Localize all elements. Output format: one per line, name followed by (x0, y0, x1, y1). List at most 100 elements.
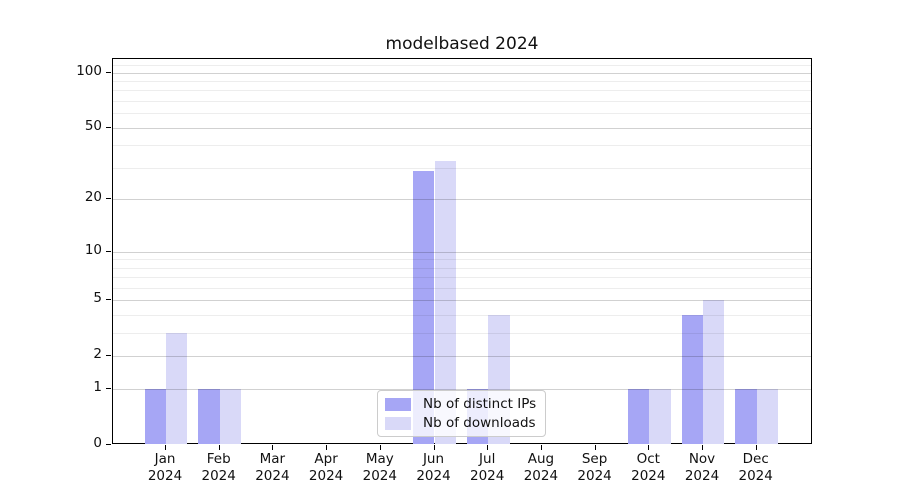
x-tick-month: Jun (422, 451, 445, 467)
minor-gridline (113, 259, 811, 261)
x-tick-year: 2024 (577, 468, 612, 484)
x-tick-label: Jan 2024 (133, 451, 197, 485)
y-tick-mark (106, 388, 111, 390)
x-tick-label: Dec 2024 (724, 451, 788, 485)
x-tick-label: Apr 2024 (294, 451, 358, 485)
major-gridline (113, 199, 811, 201)
minor-gridline (113, 277, 811, 279)
bar-downloads (434, 160, 456, 444)
x-tick-label: Feb 2024 (187, 451, 251, 485)
y-tick-mark (106, 250, 111, 252)
y-tick-label: 50 (84, 117, 102, 134)
legend-swatch-distinct-ips (385, 397, 411, 411)
x-tick-label: Nov 2024 (670, 451, 734, 485)
x-tick-month: Aug (527, 451, 555, 467)
x-tick-mark (540, 445, 542, 450)
major-gridline (113, 127, 811, 129)
y-tick-mark (106, 299, 111, 301)
x-tick-year: 2024 (255, 468, 290, 484)
x-tick-month: Jan (154, 451, 176, 467)
y-tick-label: 1 (93, 379, 102, 396)
x-tick-year: 2024 (684, 468, 720, 484)
x-tick-year: 2024 (470, 468, 505, 484)
minor-gridline (113, 145, 811, 147)
x-tick-year: 2024 (416, 468, 451, 484)
x-tick-year: 2024 (738, 468, 773, 484)
bar-distinct-ips (413, 170, 435, 444)
x-tick-mark (433, 445, 435, 450)
x-tick-mark (218, 445, 220, 450)
x-tick-year: 2024 (523, 468, 559, 484)
minor-gridline (113, 65, 811, 67)
legend-label-downloads: Nb of downloads (423, 415, 536, 431)
major-gridline (113, 72, 811, 74)
x-tick-year: 2024 (201, 468, 236, 484)
x-tick-year: 2024 (631, 468, 666, 484)
y-tick-mark (106, 355, 111, 357)
bar-downloads (219, 389, 242, 444)
bar-distinct-ips (735, 389, 757, 444)
x-tick-label: May 2024 (348, 451, 412, 485)
major-gridline (113, 251, 811, 253)
x-tick-year: 2024 (362, 468, 397, 484)
x-tick-month: Feb (206, 451, 231, 467)
x-tick-label: Jun 2024 (402, 451, 466, 485)
minor-gridline (113, 90, 811, 92)
minor-gridline (113, 315, 811, 317)
bar-distinct-ips (627, 389, 650, 444)
x-tick-mark (165, 445, 166, 450)
y-tick-label: 10 (84, 241, 102, 258)
x-tick-month: Sep (581, 451, 608, 467)
major-gridline (113, 356, 811, 358)
x-tick-label: Mar 2024 (240, 451, 304, 485)
plot-area (112, 58, 812, 444)
minor-gridline (113, 333, 811, 335)
chart-title: modelbased 2024 (385, 34, 539, 54)
x-tick-month: May (365, 451, 394, 467)
bar-distinct-ips (144, 389, 166, 444)
x-tick-mark (326, 445, 328, 450)
x-tick-month: Mar (259, 451, 286, 467)
minor-gridline (113, 101, 811, 103)
minor-gridline (113, 113, 811, 115)
x-tick-month: Jul (479, 451, 496, 467)
bar-downloads (756, 389, 779, 444)
y-tick-mark (106, 71, 111, 73)
y-tick-mark (106, 198, 111, 200)
x-tick-mark (702, 445, 703, 450)
x-tick-year: 2024 (147, 468, 183, 484)
bar-downloads (703, 300, 725, 444)
x-tick-mark (272, 445, 274, 450)
legend: Nb of distinct IPs Nb of downloads (377, 390, 547, 437)
bar-distinct-ips (198, 389, 220, 444)
y-tick-mark (106, 126, 111, 128)
y-tick-label: 2 (93, 346, 102, 363)
legend-swatch-downloads (385, 416, 411, 430)
y-tick-label: 0 (93, 435, 102, 451)
legend-item-distinct-ips: Nb of distinct IPs (385, 396, 536, 412)
minor-gridline (113, 267, 811, 269)
y-tick-label: 5 (93, 290, 102, 307)
bar-downloads (166, 333, 188, 444)
x-tick-month: Apr (314, 451, 338, 467)
legend-item-downloads: Nb of downloads (385, 415, 536, 431)
x-tick-label: Oct 2024 (616, 451, 680, 485)
y-tick-label: 20 (84, 189, 102, 206)
legend-label-distinct-ips: Nb of distinct IPs (423, 396, 537, 412)
minor-gridline (113, 167, 811, 169)
y-tick-mark (106, 444, 111, 445)
y-tick-label: 100 (76, 62, 102, 79)
x-tick-label: Aug 2024 (509, 451, 573, 485)
bar-distinct-ips (681, 315, 703, 444)
x-tick-label: Jul 2024 (455, 451, 519, 485)
minor-gridline (113, 81, 811, 83)
major-gridline (113, 389, 811, 391)
x-tick-mark (648, 445, 650, 450)
bar-downloads (649, 389, 671, 444)
x-tick-month: Nov (688, 451, 716, 467)
x-tick-month: Dec (742, 451, 769, 467)
x-tick-mark (379, 445, 381, 450)
major-gridline (113, 300, 811, 302)
minor-gridline (113, 288, 811, 290)
